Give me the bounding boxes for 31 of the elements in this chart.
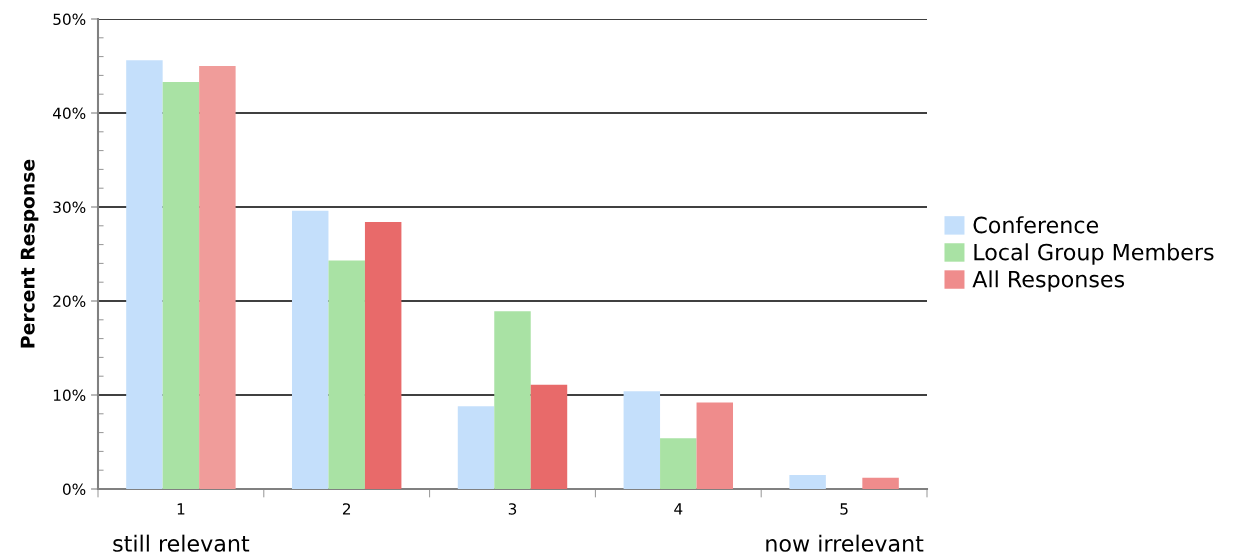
bar [162, 81, 200, 489]
x-tick-label: 1 [177, 503, 185, 515]
text: now irrelevant [766, 534, 924, 552]
x-tick-label: 4 [674, 503, 683, 515]
y-tick-label: 50% [53, 13, 86, 26]
y-axis-title: Percent Response [20, 159, 39, 348]
bar [199, 66, 236, 489]
y-tick-label: 10% [53, 389, 86, 402]
bar [696, 402, 734, 489]
legend-label: Conference [973, 216, 1099, 234]
y-tick-label: 40% [52, 107, 86, 120]
bar [660, 438, 697, 489]
y-tick-label: 20% [53, 295, 86, 308]
x-tick-label: 3 [508, 503, 517, 515]
y-tick-label: 30% [53, 201, 86, 214]
bar [789, 474, 826, 489]
legend-label: All Responses [972, 270, 1125, 292]
bar [530, 384, 568, 489]
bar [364, 222, 402, 489]
y-tick-label: 0% [62, 483, 86, 496]
bar [494, 311, 531, 489]
bar [291, 210, 329, 489]
text: still relevant [113, 534, 250, 552]
bar [328, 260, 365, 489]
bar [126, 60, 163, 489]
x-tick-label: 2 [342, 503, 351, 515]
bar [862, 477, 899, 489]
bar [623, 391, 661, 489]
legend-label: Local Group Members [974, 243, 1214, 265]
bar [457, 406, 495, 489]
x-tick-label: 5 [840, 503, 848, 515]
